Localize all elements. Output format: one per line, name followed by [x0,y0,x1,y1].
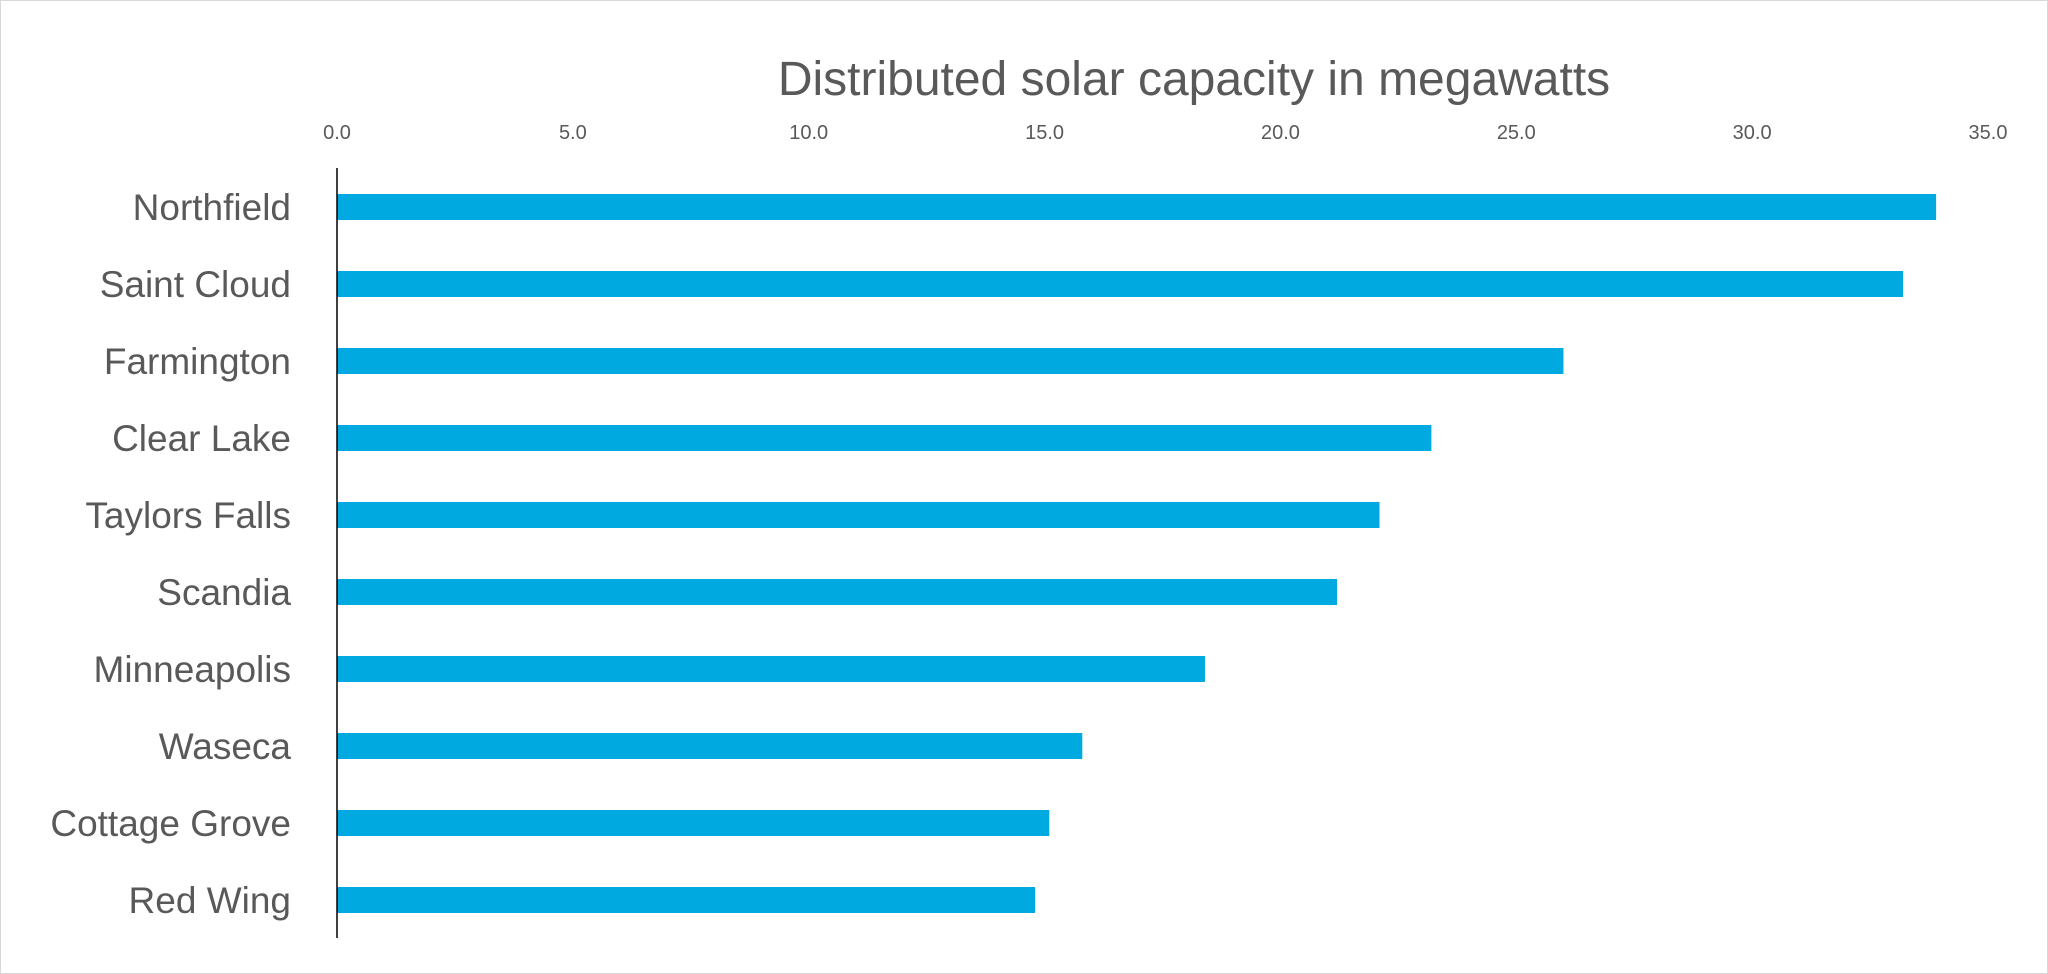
x-tick-label: 15.0 [1025,122,1064,144]
x-tick-label: 35.0 [1969,122,2008,144]
category-label: Waseca [159,726,292,767]
category-label: Clear Lake [112,418,291,459]
bar-waseca [337,733,1083,759]
bar-taylors-falls [337,502,1380,528]
category-label: Northfield [133,187,291,228]
x-tick-label: 20.0 [1261,122,1300,144]
bar-clear-lake [337,425,1432,451]
category-label: Minneapolis [94,649,291,690]
category-label: Red Wing [129,880,291,921]
x-tick-label: 30.0 [1733,122,1772,144]
category-label: Taylors Falls [85,495,291,536]
category-label: Cottage Grove [50,803,291,844]
chart-title: Distributed solar capacity in megawatts [778,53,1610,106]
x-tick-label: 25.0 [1497,122,1536,144]
bar-farmington [337,348,1564,374]
bar-saint-cloud [337,271,1904,297]
bar-cottage-grove [337,810,1050,836]
category-label: Farmington [104,341,291,382]
bar-northfield [337,194,1937,220]
bar-minneapolis [337,656,1205,682]
category-label: Scandia [157,572,291,613]
category-label: Saint Cloud [100,264,291,305]
x-tick-label: 5.0 [559,122,587,144]
x-tick-label: 10.0 [789,122,828,144]
bar-red-wing [337,887,1036,913]
x-tick-label: 0.0 [323,122,351,144]
bar-scandia [337,579,1338,605]
